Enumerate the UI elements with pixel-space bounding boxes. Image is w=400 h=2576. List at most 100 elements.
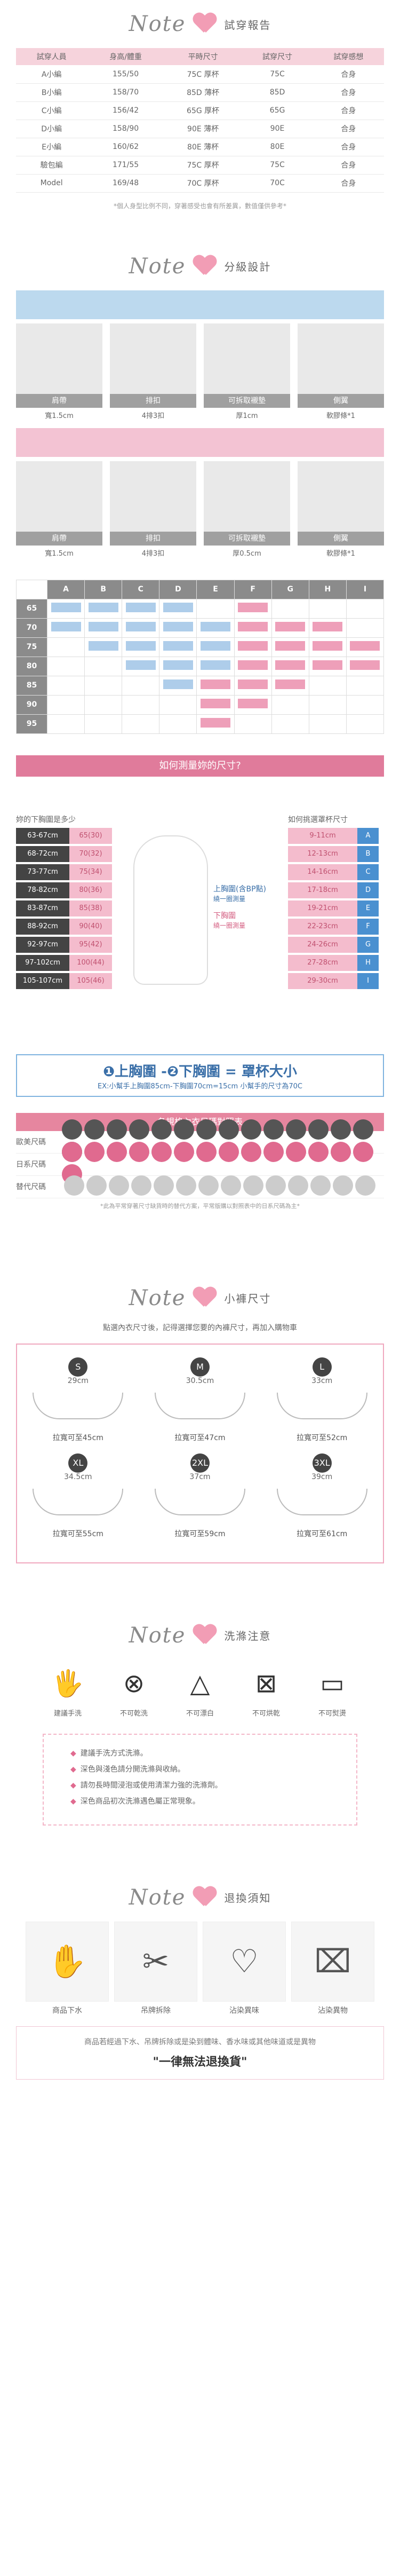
grid-cell (234, 618, 272, 638)
report-cell: 合身 (313, 101, 384, 120)
report-col-header: 試穿人員 (16, 48, 87, 65)
wash-item: △ 不可漂白 (173, 1660, 227, 1718)
grid-cell (271, 675, 309, 696)
available-mark (200, 622, 230, 631)
note-script: Note (129, 1285, 186, 1310)
no-iron-icon: ▭ (320, 1668, 345, 1698)
returns-footer: 商品若經過下水、吊牌拆除或是染到體味、香水味或其他味道或是異物 "一律無法退換貨… (16, 2026, 384, 2080)
returns-section: Note 退換須知 ✋ 商品下水 ✂ 吊牌拆除 ♡ 沾染異味 ⌧ 沾染異物 商品若經過下水、吊… (0, 1874, 400, 2080)
feature-label: 可拆取襯墊 (204, 531, 290, 546)
wash-icons: 🖐 建議手洗 ⊗ 不可乾洗 △ 不可漂白 ⊠ 不可烘乾 ▭ 不可熨燙 (0, 1660, 400, 1718)
size-circle (62, 1119, 83, 1140)
measure-point-2: 下胸圍 繞一圈測量 (213, 910, 245, 930)
size-circle (331, 1142, 351, 1162)
report-col-header: 平時尺寸 (164, 48, 242, 65)
wash-item: ▭ 不可熨燙 (306, 1660, 359, 1718)
cup-range: 17-18cm (288, 882, 357, 898)
hands-water-icon: ✋ (26, 1921, 109, 2002)
returns-footer-text: 商品若經過下水、吊牌拆除或是染到體味、香水味或其他味道或是異物 (84, 2037, 316, 2046)
feature-sub: 軟膠條*1 (326, 412, 355, 420)
grid-row: 85 (16, 675, 385, 696)
underbust-range: 97-102cm (16, 954, 69, 971)
report-cell: 合身 (313, 83, 384, 102)
underbust-size: 65(30) (69, 827, 112, 844)
grid-cell (308, 618, 347, 638)
report-cell: E小編 (16, 138, 87, 156)
grid-cell (346, 675, 385, 696)
cup-header: B (84, 579, 123, 599)
grid-cell (159, 598, 197, 619)
report-cell: 合身 (313, 156, 384, 175)
report-cell: 90E 薄杯 (164, 120, 242, 138)
panty-outline (33, 1488, 124, 1515)
size-circle (84, 1142, 105, 1162)
wash-tips: 建議手洗方式洗滌。深色與淺色請分開洗滌與收納。請勿長時間浸泡或使用清潔力強的洗滌… (43, 1733, 357, 1826)
feature-label: 排扣 (110, 531, 196, 546)
feature-sub: 軟膠條*1 (326, 549, 355, 558)
report-col-header: 試穿感想 (313, 48, 384, 65)
grid-cell (346, 637, 385, 657)
stretch-text: 拉寬可至55cm (52, 1529, 103, 1538)
size-circle (241, 1119, 262, 1140)
size-circle (107, 1119, 127, 1140)
feature-photo (16, 456, 102, 532)
cup-header: A (46, 579, 85, 599)
size-circle (219, 1119, 239, 1140)
available-mark (350, 660, 380, 670)
panty-box: S 29cm 拉寬可至45cm M 30.5cm 拉寬可至47cm L 33cm 拉寬可至52c… (16, 1343, 384, 1563)
size-circle (353, 1142, 374, 1162)
panty-size-item: 3XL 39cm 拉寬可至61cm (271, 1453, 373, 1539)
wash-tip: 深色商品初次洗滌遇色屬正常現象。 (70, 1796, 330, 1812)
feature-sub: 4排3扣 (141, 549, 165, 558)
report-cell: Model (16, 174, 87, 193)
grid-cell (122, 637, 160, 657)
heart-icon (193, 1287, 217, 1309)
grid-cell (196, 675, 235, 696)
note-script: Note (129, 12, 186, 36)
measure-point-1: 上胸圍(含BP點) 繞一圈測量 (213, 883, 266, 903)
feature-sub: 4排3扣 (141, 412, 165, 420)
size-badge: S (68, 1357, 88, 1377)
grid-cell (46, 656, 85, 676)
report-cell: 156/42 (87, 101, 164, 120)
feature-card: 排扣 4排3扣 (110, 319, 196, 421)
underbust-size: 100(44) (69, 954, 112, 971)
size-circle (196, 1142, 217, 1162)
size-circle (174, 1142, 195, 1162)
report-cell: A小編 (16, 65, 87, 84)
grid-row: 65 (16, 598, 385, 619)
underbust-row: 63-67cm 65(30) (16, 827, 112, 844)
feature-label: 排扣 (110, 393, 196, 408)
report-title: 試穿報告 (224, 18, 271, 31)
grid-cell (46, 618, 85, 638)
report-cell: 75C 厚杯 (164, 156, 242, 175)
panty-outline (33, 1392, 124, 1419)
band-header: 85 (16, 675, 47, 696)
feature-label: 側翼 (298, 393, 384, 408)
cup-range: 12-13cm (288, 846, 357, 862)
cup-header: F (234, 579, 272, 599)
wash-title: 洗滌注意 (224, 1630, 271, 1642)
grid-cell (271, 637, 309, 657)
return-item: ✋ 商品下水 (26, 1921, 109, 2016)
available-mark (200, 660, 230, 670)
grid-row: 90 (16, 694, 385, 715)
cup-range: 22-23cm (288, 918, 357, 935)
point2-label: 下胸圍 (213, 911, 236, 920)
report-row: D小編 158/90 90E 薄杯 90E 合身 (16, 120, 384, 138)
stretch-text: 拉寬可至61cm (297, 1529, 348, 1538)
size-badge: XL (68, 1453, 88, 1473)
grid-cell (234, 637, 272, 657)
note-script: Note (129, 254, 186, 279)
available-mark (51, 603, 81, 612)
available-mark (125, 622, 156, 631)
heart-icon (193, 1887, 217, 1908)
underbust-row: 88-92cm 90(40) (16, 918, 112, 935)
grid-cell (84, 714, 123, 734)
alt-label: 替代尺碼 (16, 1183, 46, 1191)
available-mark (238, 679, 268, 689)
feature-sub: 寬1.5cm (45, 549, 74, 558)
cup-range: 19-21cm (288, 900, 357, 916)
grid-cell (46, 598, 85, 619)
report-cell: 驗包編 (16, 156, 87, 175)
